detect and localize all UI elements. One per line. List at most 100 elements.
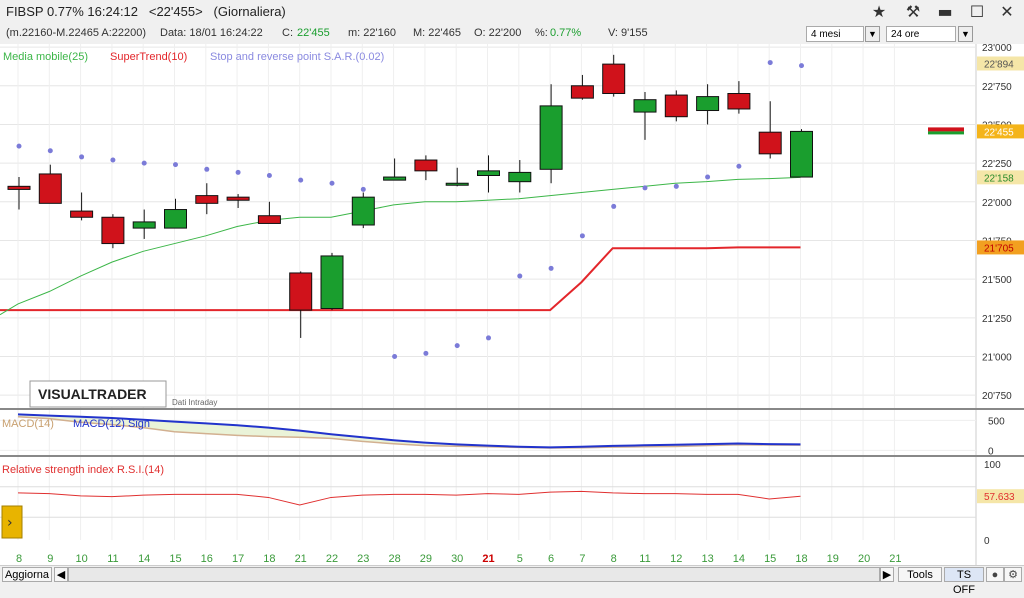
x-tick-label: 15: [764, 553, 776, 565]
rsi-tick-label: 0: [984, 536, 990, 547]
x-tick-label: 5: [517, 553, 523, 565]
x-tick-label: 12: [670, 553, 682, 565]
min-info: m: 22'160: [348, 27, 396, 39]
candle-body: [727, 93, 751, 110]
candle-body: [164, 209, 187, 229]
x-tick-label: 18: [263, 553, 275, 565]
period-dropdown-icon[interactable]: ▼: [865, 26, 880, 42]
ma-last-value: 22'158: [984, 173, 1014, 184]
last-price-tag: [977, 124, 1024, 139]
config-icon[interactable]: ⚙: [1004, 567, 1022, 582]
price-tick-label: 22'250: [982, 159, 1012, 170]
star-icon[interactable]: ★: [871, 2, 887, 21]
price-tick-label: 21'000: [982, 352, 1012, 363]
price-tick-label: 21'250: [982, 314, 1012, 325]
macd-signal-line: [17, 416, 801, 449]
watermark-subtitle: Dati Intraday: [172, 398, 217, 407]
x-tick-label: 21: [295, 553, 307, 565]
x-tick-label: 7: [579, 553, 585, 565]
chevron-right-icon: ›: [7, 515, 13, 531]
candle-body: [570, 85, 594, 99]
volume-info: V: 9'155: [608, 27, 648, 39]
pct-value: 0.77%: [550, 27, 582, 39]
data-info: Data: 18/01 16:24:22: [160, 27, 263, 39]
candle-body: [383, 176, 407, 181]
chart-area[interactable]: 23'00022'75022'50022'25022'00021'75021'5…: [0, 44, 1024, 565]
candle-body: [320, 255, 344, 310]
tools-button[interactable]: Tools: [898, 567, 942, 582]
sar-dot: [548, 265, 554, 271]
x-tick-label: 8: [16, 553, 22, 565]
refresh-button[interactable]: Aggiorna: [2, 567, 52, 582]
sar-dot: [79, 154, 85, 160]
x-tick-label: 16: [201, 553, 213, 565]
x-tick-label: 8: [611, 553, 617, 565]
x-tick-label: 10: [75, 553, 87, 565]
sar-dot: [392, 353, 398, 359]
horizontal-scrollbar[interactable]: [68, 567, 880, 582]
sar-last-tag: [977, 56, 1024, 71]
macd-tick-label: 500: [988, 416, 1005, 427]
max-info: M: 22'465: [413, 27, 461, 39]
interval-select[interactable]: 24 ore: [886, 26, 956, 42]
candle-body: [664, 94, 688, 118]
window-title: FIBSP 0.77% 16:24:12 <22'455> (Giornalie…: [6, 4, 286, 19]
supertrend-line: [0, 246, 801, 312]
supertrend-last-value: 21'705: [984, 243, 1014, 254]
rsi-legend: Relative strength index R.S.I.(14): [2, 464, 164, 476]
sar-dot: [517, 273, 523, 279]
pin-icon[interactable]: ⚒: [905, 2, 921, 21]
price-tick-label: 21'500: [982, 275, 1012, 286]
range-info: (m.22160-M.22465 A:22200): [6, 27, 147, 39]
candle-body: [539, 105, 563, 170]
sar-dot: [736, 163, 742, 169]
x-tick-label: 29: [420, 553, 432, 565]
watermark-box: [29, 380, 167, 408]
x-tick-label: 6: [548, 553, 554, 565]
sar-dot: [141, 160, 147, 166]
scroll-left-icon[interactable]: ◀: [54, 567, 68, 582]
candle-body: [477, 170, 500, 176]
sar-dot: [705, 174, 711, 180]
sar-dot: [298, 177, 304, 183]
interval-dropdown-icon[interactable]: ▼: [958, 26, 973, 42]
minimize-icon[interactable]: ▬: [937, 2, 953, 21]
x-tick-label: 20: [858, 553, 870, 565]
x-tick-label: 15: [169, 553, 181, 565]
sar-dot: [799, 63, 804, 69]
x-tick-label: 30: [451, 553, 463, 565]
x-tick-label: 22: [326, 553, 338, 565]
moving-average-line: [0, 176, 801, 316]
ma-last-tag: [977, 170, 1024, 185]
macd-signal-legend: MACD(12) Sign: [73, 418, 150, 430]
bottom-bar: Aggiorna ◀ ▶ Tools TS OFF ● ⚙: [0, 565, 1024, 596]
candle-body: [351, 196, 375, 226]
x-tick-label: 23: [357, 553, 369, 565]
candle-body: [289, 272, 313, 311]
close-icon[interactable]: ✕: [1000, 2, 1014, 21]
close-value: 22'455: [297, 27, 330, 39]
grid: 23'00022'75022'50022'25022'00021'75021'5…: [0, 44, 1024, 540]
x-tick-label: 18: [795, 553, 807, 565]
sar-dot: [173, 162, 178, 168]
legend-supertrend: SuperTrend(10): [110, 51, 187, 63]
macd-line: [17, 413, 801, 449]
pct-label: %:: [535, 27, 548, 39]
sar-dot: [423, 350, 429, 356]
ts-off-button[interactable]: TS OFF: [944, 567, 984, 596]
info-bar: (m.22160-M.22465 A:22200) Data: 18/01 16…: [0, 24, 1024, 44]
period-select[interactable]: 4 mesi: [806, 26, 864, 42]
maximize-icon[interactable]: ☐: [969, 2, 985, 21]
candle-body: [38, 173, 62, 204]
last-price-marker: [928, 127, 964, 132]
title-bar: FIBSP 0.77% 16:24:12 <22'455> (Giornalie…: [0, 0, 1024, 24]
x-tick-label: 21: [482, 553, 494, 565]
panel-scroll-handle: [1, 505, 23, 539]
close-label: C:: [282, 27, 293, 39]
scroll-right-icon[interactable]: ▶: [880, 567, 894, 582]
supertrend-last-tag: [977, 240, 1024, 255]
x-tick-label: 14: [733, 553, 745, 565]
rsi-last-tag: [977, 489, 1024, 504]
record-icon[interactable]: ●: [986, 567, 1004, 582]
candle-body: [257, 215, 281, 224]
